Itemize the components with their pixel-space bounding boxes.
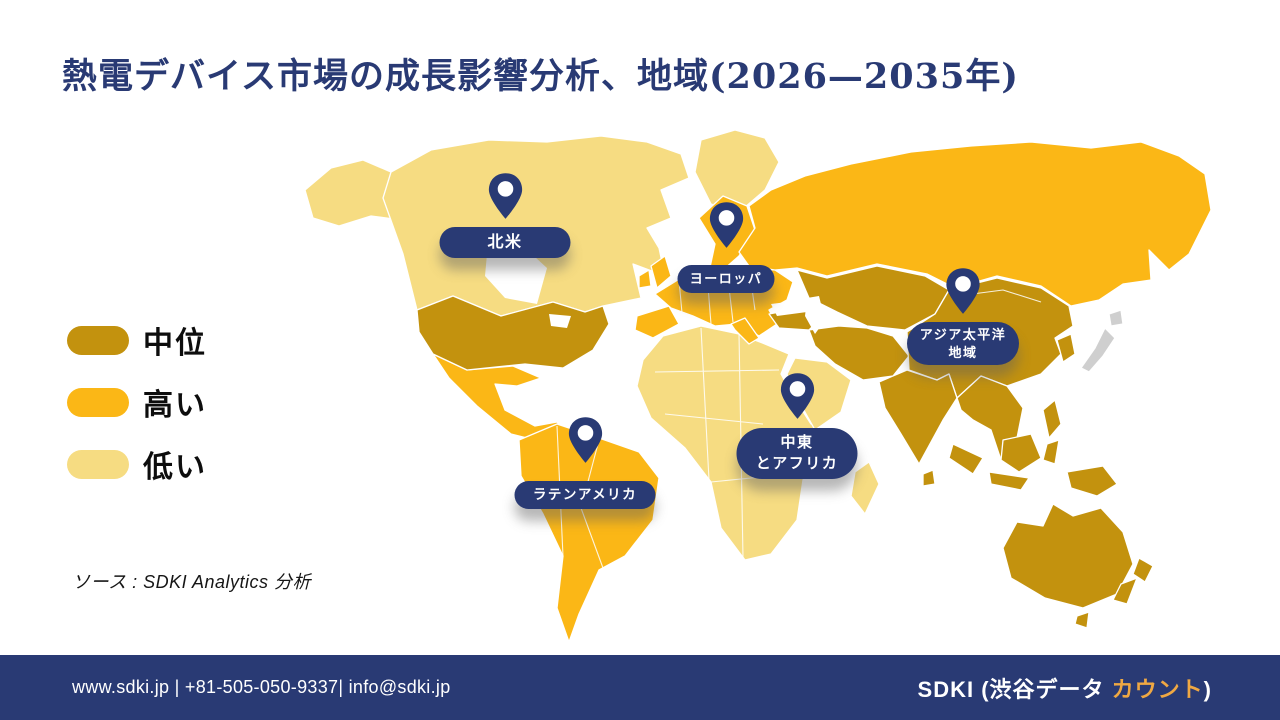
- legend: 中位 高い 低い: [67, 318, 207, 504]
- map-region-japan-hokkaido: [1108, 309, 1124, 327]
- footer-contact: www.sdki.jp | +81-505-050-9337| info@sdk…: [72, 677, 451, 697]
- map-region-mexico-central-america: [432, 353, 568, 443]
- map-region-korea: [1056, 333, 1076, 363]
- map-region-india: [878, 369, 958, 465]
- footer-brand-highlight: カウント: [1111, 676, 1204, 702]
- location-pin-icon: [488, 173, 522, 219]
- map-region-iberia: [634, 305, 680, 339]
- location-pin-icon: [568, 417, 602, 463]
- country-borders-europe: [678, 267, 756, 325]
- map-region-australia: [1002, 503, 1134, 609]
- legend-swatch-medium: [67, 325, 129, 355]
- legend-label-medium: 中位: [143, 327, 207, 360]
- pin-group-north-america: 北米: [439, 172, 571, 258]
- map-region-ireland: [638, 269, 652, 289]
- map-region-sri-lanka: [922, 469, 936, 487]
- map-region-borneo: [1000, 433, 1042, 473]
- region-label-latin-america: ラテンアメリカ: [514, 481, 656, 509]
- map-region-sumatra: [948, 443, 984, 475]
- footer-bar: www.sdki.jp | +81-505-050-9337| info@sdk…: [0, 655, 1280, 720]
- source-note: ソース : SDKI Analytics 分析: [72, 572, 311, 592]
- map-region-greenland: [694, 129, 780, 215]
- map-region-philippines: [1042, 399, 1062, 439]
- map-region-sulawesi: [1042, 439, 1060, 465]
- map-region-tasmania: [1074, 611, 1090, 629]
- region-label-north-america: 北米: [439, 227, 571, 258]
- map-region-russia: [738, 141, 1212, 307]
- region-label-asia-pacific: アジア太平洋 地域: [907, 322, 1019, 365]
- black-sea: [771, 300, 807, 316]
- caspian-sea: [805, 296, 825, 334]
- great-lakes: [549, 314, 571, 328]
- legend-item-medium: 中位: [67, 318, 207, 362]
- map-region-south-america: [518, 423, 660, 643]
- pin-group-latin-america: ラテンアメリカ: [514, 416, 656, 509]
- location-pin-icon: [709, 202, 743, 248]
- pin-group-europe: ヨーロッパ: [677, 201, 775, 293]
- map-region-japan-honshu: [1080, 327, 1116, 373]
- legend-swatch-low: [67, 449, 129, 479]
- map-region-new-guinea: [1066, 465, 1118, 497]
- region-label-europe: ヨーロッパ: [677, 265, 775, 293]
- pin-group-asia-pacific: アジア太平洋 地域: [907, 267, 1019, 365]
- legend-item-low: 低い: [67, 442, 207, 486]
- footer-brand: SDKI (渋谷データ カウント): [918, 672, 1212, 704]
- location-pin-icon: [946, 268, 980, 314]
- legend-swatch-high: [67, 387, 129, 417]
- country-borders-africa: [654, 327, 780, 559]
- page-title: 熱電デバイス市場の成長影響分析、地域(2026—2035年): [62, 56, 1019, 97]
- hudson-bay: [485, 246, 547, 304]
- map-region-madagascar: [850, 461, 880, 515]
- map-region-uk: [650, 255, 672, 289]
- world-map: 北米 ヨーロッパ アジア太平洋 地域 中東 とアフリカ ラテンアメリカ: [303, 128, 1233, 655]
- location-pin-icon: [780, 373, 814, 419]
- map-region-usa: [416, 295, 610, 371]
- map-region-new-zealand-north: [1132, 557, 1154, 583]
- footer-brand-suffix: ): [1203, 676, 1212, 702]
- footer-brand-prefix: SDKI (渋谷データ: [917, 676, 1112, 702]
- map-region-new-zealand-south: [1112, 577, 1138, 605]
- map-region-java: [988, 471, 1030, 491]
- pin-group-middle-east-africa: 中東 とアフリカ: [736, 372, 858, 479]
- legend-label-high: 高い: [143, 389, 207, 422]
- map-region-iran-belt: [808, 325, 910, 381]
- legend-item-high: 高い: [67, 380, 207, 424]
- world-map-svg: [304, 129, 1212, 643]
- region-label-middle-east-africa: 中東 とアフリカ: [736, 428, 858, 479]
- map-region-italy: [730, 317, 760, 345]
- legend-label-low: 低い: [143, 451, 207, 484]
